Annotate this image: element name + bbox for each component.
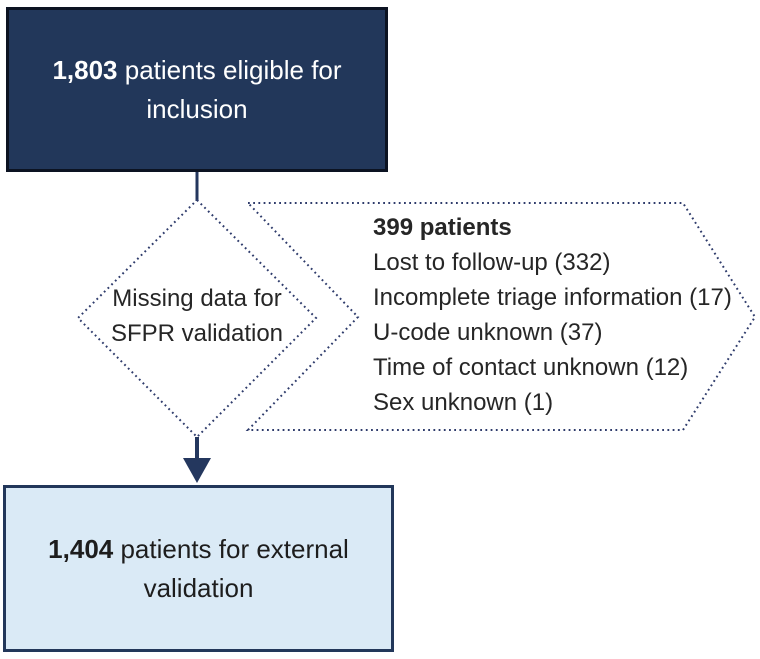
arrow-head-icon	[183, 458, 211, 483]
exclusion-banner-outline	[245, 202, 757, 431]
exclusion-reason: Sex unknown (1)	[373, 389, 554, 416]
exclusion-content: 399 patients Lost to follow-up (332) Inc…	[373, 210, 732, 420]
eligible-count: 1,803	[52, 54, 118, 85]
validation-label: patients for external validation	[113, 533, 349, 603]
exclusion-reason: U-code unknown (37)	[373, 319, 603, 346]
validation-box: 1,404 patients for external validation	[3, 485, 394, 652]
exclusion-reason: Time of contact unknown (12)	[373, 354, 689, 381]
eligible-box: 1,803 patients eligible for inclusion	[6, 7, 388, 172]
decision-label: Missing data for SFPR validation	[110, 285, 284, 347]
exclusion-title: 399 patients	[373, 214, 512, 241]
eligible-label: patients eligible for inclusion	[117, 54, 342, 124]
exclusion-reason: Lost to follow-up (332)	[373, 249, 611, 276]
exclusion-reason: Incomplete triage information (17)	[373, 284, 732, 311]
validation-count: 1,404	[48, 533, 114, 564]
validation-text: 1,404 patients for external validation	[6, 530, 391, 608]
eligible-text: 1,803 patients eligible for inclusion	[9, 51, 385, 129]
